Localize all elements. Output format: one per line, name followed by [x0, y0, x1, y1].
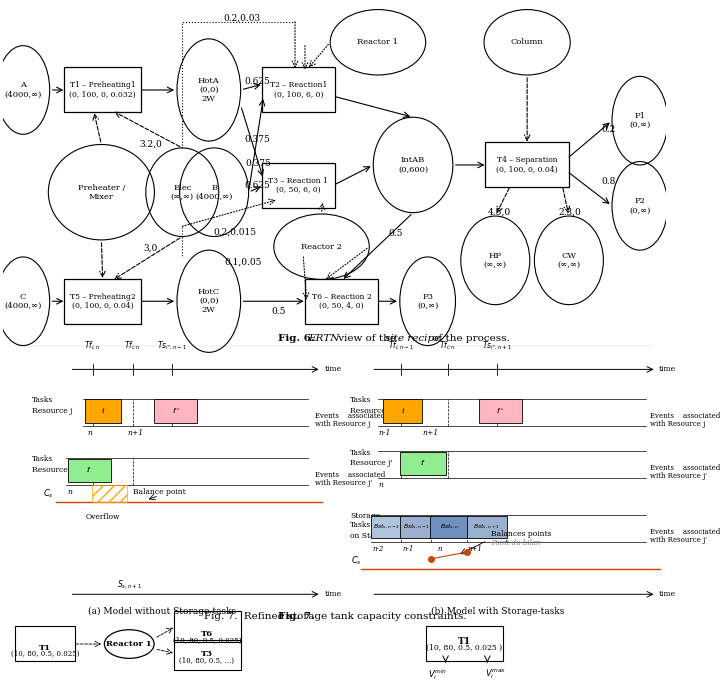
Text: i': i': [87, 466, 92, 474]
Text: Resource j: Resource j: [350, 407, 390, 415]
Text: time: time: [658, 365, 675, 374]
Text: Fig. 6.: Fig. 6.: [279, 335, 315, 344]
Text: Events    associated: Events associated: [650, 412, 720, 420]
FancyBboxPatch shape: [383, 399, 422, 423]
Text: on State S: on State S: [350, 532, 390, 540]
Text: time: time: [325, 590, 342, 598]
FancyBboxPatch shape: [400, 516, 432, 538]
FancyBboxPatch shape: [68, 459, 111, 482]
Text: $Ts_{i^{\prime\prime},n-1}$: $Ts_{i^{\prime\prime},n-1}$: [157, 340, 188, 352]
Text: n-1: n-1: [402, 545, 413, 552]
Text: 0.1,0.05: 0.1,0.05: [224, 258, 262, 267]
Text: (b) Model with Storage-tasks: (b) Model with Storage-tasks: [431, 607, 564, 616]
FancyBboxPatch shape: [467, 516, 507, 538]
Text: $Bst_{s,n-1}$: $Bst_{s,n-1}$: [403, 523, 429, 531]
Text: time: time: [325, 365, 342, 374]
Text: $C_s$: $C_s$: [43, 488, 54, 500]
Text: Storage: Storage: [350, 512, 380, 520]
Text: 0.375: 0.375: [244, 135, 270, 144]
Text: Events    associated: Events associated: [315, 412, 385, 420]
Text: C
(4000,∞): C (4000,∞): [4, 293, 42, 310]
Text: Preheater /
Mixer: Preheater / Mixer: [77, 183, 125, 201]
Text: Tasks: Tasks: [350, 449, 371, 457]
Text: Balances points: Balances points: [491, 530, 551, 539]
Text: (10, 80, 0.5, ...): (10, 80, 0.5, ...): [180, 657, 235, 665]
Text: $V_i^{max}$: $V_i^{max}$: [484, 667, 506, 681]
Text: with Resource j: with Resource j: [315, 420, 370, 428]
Text: A
(4000,∞): A (4000,∞): [4, 81, 42, 98]
Text: $V_i^{min}$: $V_i^{min}$: [428, 667, 447, 682]
Text: i: i: [101, 407, 104, 415]
Text: IntAB
(0,600): IntAB (0,600): [398, 157, 428, 174]
FancyBboxPatch shape: [371, 516, 402, 538]
Text: T6: T6: [201, 631, 213, 638]
Text: T1: T1: [458, 637, 471, 646]
Text: Elec
(∞,∞): Elec (∞,∞): [171, 183, 194, 201]
Text: B
(4000,∞): B (4000,∞): [195, 183, 233, 201]
Text: 0.625: 0.625: [244, 78, 270, 87]
Text: 0.5: 0.5: [272, 307, 286, 316]
Text: $Bst_{s,n}$: $Bst_{s,n}$: [439, 523, 459, 531]
Text: site recipe: site recipe: [384, 335, 439, 344]
FancyBboxPatch shape: [400, 452, 445, 475]
Text: 0.625: 0.625: [244, 181, 270, 190]
Text: with Resource j: with Resource j: [650, 420, 705, 428]
Text: Tasks: Tasks: [350, 521, 371, 530]
Text: with Resource j': with Resource j': [315, 480, 372, 487]
Text: T2 – Reaction1
(0, 100, 6, 0): T2 – Reaction1 (0, 100, 6, 0): [269, 81, 327, 98]
Text: (a) Model without Storage-tasks: (a) Model without Storage-tasks: [88, 607, 237, 616]
Text: HotC
(0,0)
2W: HotC (0,0) 2W: [198, 288, 220, 315]
Text: P2
(0,∞): P2 (0,∞): [629, 197, 651, 214]
Text: Resource j: Resource j: [32, 407, 72, 415]
Text: 0.5: 0.5: [388, 229, 403, 238]
Text: $S_{s,n+1}$: $S_{s,n+1}$: [117, 579, 142, 592]
Text: Fig. 7.: Fig. 7.: [279, 611, 315, 620]
Text: $Ts_{i^{\prime\prime},n+1}$: $Ts_{i^{\prime\prime},n+1}$: [482, 340, 513, 352]
Text: 0.8: 0.8: [602, 177, 616, 185]
Text: Overflow: Overflow: [85, 513, 120, 521]
Text: n: n: [67, 488, 72, 496]
Text: T1 – Preheating1
(0, 100, 0, 0.032): T1 – Preheating1 (0, 100, 0, 0.032): [70, 81, 136, 98]
Text: T3 – Reaction 1
(0, 50, 6, 0): T3 – Reaction 1 (0, 50, 6, 0): [269, 177, 328, 194]
Text: Fig. 7.  Refined storage tank capacity constraints.: Fig. 7. Refined storage tank capacity co…: [203, 611, 466, 620]
Text: of the process.: of the process.: [429, 335, 510, 344]
Text: $Bst_{s,n+1}$: $Bst_{s,n+1}$: [473, 523, 500, 531]
Text: 3,0: 3,0: [143, 244, 158, 253]
Text: Events    associated: Events associated: [650, 528, 720, 536]
Text: $Tf_{i\',n}$: $Tf_{i\',n}$: [125, 340, 141, 352]
Text: n: n: [379, 482, 384, 489]
Text: HP
(∞,∞): HP (∞,∞): [484, 251, 507, 269]
Text: n-1: n-1: [379, 429, 391, 437]
Text: Balance point: Balance point: [132, 488, 185, 496]
Text: n+1: n+1: [128, 429, 144, 437]
Text: i'': i'': [497, 407, 504, 415]
Text: with Resource j': with Resource j': [650, 473, 707, 480]
Text: Reactor 1: Reactor 1: [106, 640, 152, 648]
Text: i': i': [421, 460, 426, 467]
Text: T4 – Separation
(0, 100, 0, 0.04): T4 – Separation (0, 100, 0, 0.04): [497, 157, 558, 174]
Text: n: n: [87, 429, 92, 437]
Text: HotA
(0,0)
2W: HotA (0,0) 2W: [198, 77, 219, 103]
Text: time: time: [658, 590, 675, 598]
Text: i: i: [402, 407, 405, 415]
Text: P3
(0,∞): P3 (0,∞): [417, 293, 438, 310]
Text: P1
(0,∞): P1 (0,∞): [629, 112, 651, 129]
FancyBboxPatch shape: [479, 399, 522, 423]
Text: n+1: n+1: [423, 429, 439, 437]
Text: Point du bilan: Point du bilan: [491, 539, 540, 547]
Text: n-2: n-2: [372, 545, 384, 552]
Text: $C_s$: $C_s$: [351, 554, 362, 567]
FancyBboxPatch shape: [154, 399, 197, 423]
Text: Events    associated: Events associated: [650, 464, 720, 472]
Text: n+1: n+1: [468, 545, 483, 552]
Text: $Tf_{i,n-1}$: $Tf_{i,n-1}$: [388, 340, 414, 352]
Text: view of the: view of the: [334, 335, 399, 344]
Text: 3.2,0: 3.2,0: [139, 140, 162, 149]
Text: CW
(∞,∞): CW (∞,∞): [557, 251, 581, 269]
Text: $Tf_{i\',n}$: $Tf_{i\',n}$: [439, 340, 456, 352]
Text: 0.2,0.03: 0.2,0.03: [224, 14, 261, 23]
Text: Events    associated: Events associated: [315, 471, 385, 479]
Text: T5 – Preheating2
(0, 100, 0, 0.04): T5 – Preheating2 (0, 100, 0, 0.04): [70, 293, 135, 310]
Text: 0.2,0.015: 0.2,0.015: [214, 227, 257, 236]
Text: Column: Column: [510, 38, 544, 46]
